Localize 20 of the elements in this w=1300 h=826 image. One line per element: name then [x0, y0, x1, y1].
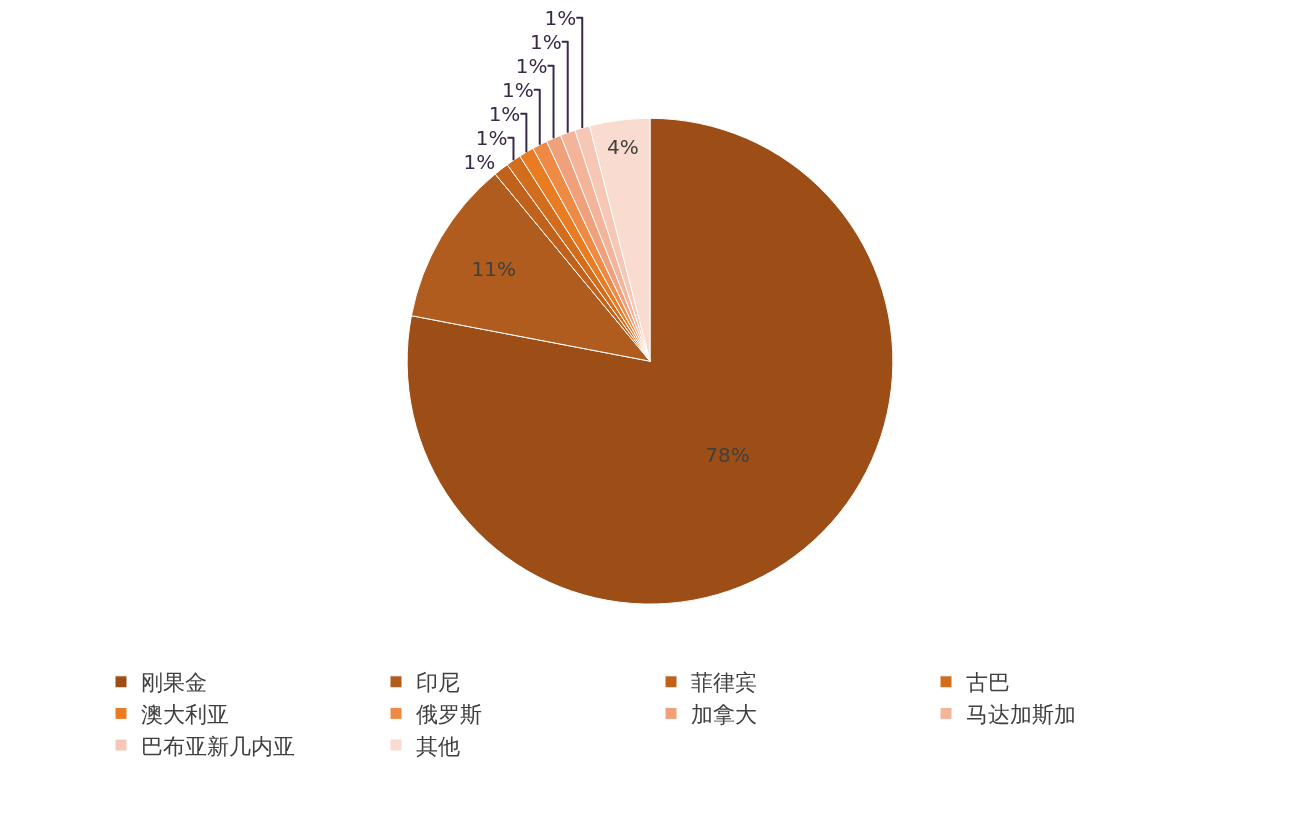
legend-label: 马达加斯加 — [966, 701, 1076, 727]
data-label: 1% — [463, 149, 496, 174]
data-label: 11% — [471, 256, 517, 281]
legend-label: 印尼 — [416, 670, 460, 696]
data-label: 1% — [529, 29, 562, 54]
data-label: 78% — [705, 442, 750, 467]
legend-label: 菲律宾 — [691, 670, 757, 696]
data-label: 1% — [488, 101, 521, 126]
legend-label: 其他 — [416, 733, 460, 759]
legend-label: 巴布亚新几内亚 — [141, 733, 295, 759]
data-label: 4% — [607, 135, 639, 160]
data-label: 1% — [515, 53, 548, 78]
data-label: 1% — [544, 5, 577, 30]
legend-label: 加拿大 — [691, 701, 757, 727]
data-label: 1% — [475, 125, 508, 150]
legend-label: 俄罗斯 — [416, 701, 482, 727]
legend-label: 古巴 — [966, 670, 1010, 696]
data-label: 1% — [502, 77, 534, 102]
legend-label: 刚果金 — [141, 670, 207, 696]
legend-label: 澳大利亚 — [141, 701, 229, 727]
